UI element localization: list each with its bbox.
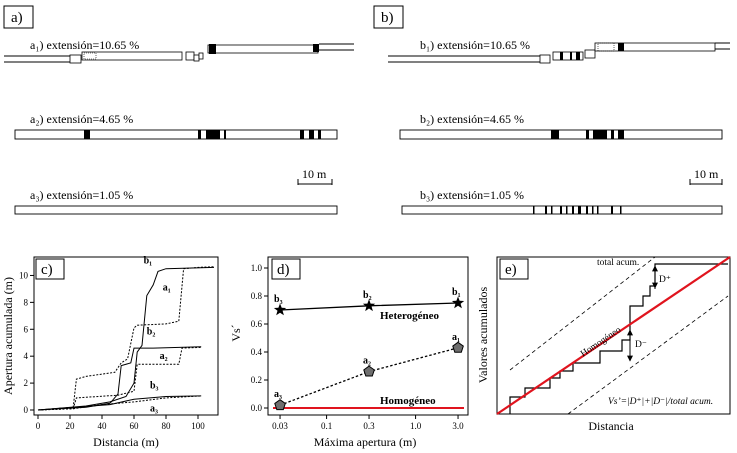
panel-c-xtick-label: 40	[98, 421, 108, 431]
panel-d-xtick-label: 1.0	[410, 421, 422, 431]
panel-d-ytick-label: 0.6	[251, 319, 263, 329]
panel-c-xtick-label: 80	[162, 421, 172, 431]
fracture-strip-a3	[14, 205, 338, 215]
panel-e-homogeneous-line	[496, 256, 731, 415]
panel-c-ytick-label: 2	[24, 378, 29, 388]
fracture-strip-a1	[4, 43, 354, 64]
panel-d-star-marker	[273, 303, 287, 316]
panel-c-label: c)	[41, 262, 53, 278]
panel-b-caption-2: b₂) extensión=4.65 %	[420, 112, 524, 126]
panel-d-ylabel: Vs´	[229, 324, 243, 341]
panel-e-xlabel: Distancia	[588, 419, 634, 433]
fracture-strip-b1	[388, 42, 730, 64]
panel-c-series	[37, 266, 215, 411]
panel-d-point-label: a₂	[363, 356, 371, 367]
panel-c-series-a2	[37, 346, 202, 411]
panel-c-series-labels: b₁ a₁ b₂ a₂ b₃ a₃	[144, 255, 171, 414]
panel-c-frame	[33, 256, 219, 416]
panel-c-label-a3: a₃	[150, 403, 158, 414]
panel-e-total-label: total acum.	[597, 258, 639, 268]
panel-c-xtick-label: 20	[66, 421, 76, 431]
panel-b: b) b₁) extensión=10.65 % b₂) extensión=4…	[373, 5, 730, 215]
panel-b-caption-1: b₁) extensión=10.65 %	[420, 38, 530, 52]
panel-d-frame	[267, 256, 469, 416]
panel-a-caption-1: a₁) extensión=10.65 %	[30, 38, 139, 52]
panel-d-xlabel: Máxima apertura (m)	[314, 435, 417, 449]
scale-bar-a-label: 10 m	[302, 167, 327, 181]
panel-d-pentagon-marker	[274, 399, 286, 411]
panel-d-xtick-label: 0.03	[272, 421, 288, 431]
panel-c-xlabel: Distancia (m)	[93, 435, 159, 449]
panel-e-dminus-label: D⁻	[635, 340, 647, 350]
panel-e-formula: Vs’=|D⁺|+|D⁻|/total acum.	[608, 397, 713, 407]
panel-d-point-label: a₃	[274, 389, 282, 400]
panel-d-point-label: b₂	[363, 290, 372, 301]
scale-bar-b-label: 10 m	[694, 167, 719, 181]
panel-b-label-box	[373, 5, 404, 29]
panel-c-ytick-label: 10	[19, 270, 29, 280]
panel-b-caption-3: b₃) extensión=1.05 %	[420, 188, 524, 202]
panel-d-point-label: b₁	[452, 287, 461, 298]
fracture-strip-b3	[401, 205, 723, 215]
panel-b-label: b)	[381, 10, 394, 26]
panel-d-ticks: 0.03 0.1 0.3 1.0 3.0 0.0 0.2 0.4 0.6 0.8 1.0	[251, 263, 464, 431]
panel-d-star-marker	[362, 299, 376, 312]
panel-d-point-label: b₃	[274, 294, 283, 305]
panel-d-pentagon-marker	[452, 341, 464, 353]
panel-a-label-box	[3, 5, 34, 29]
panel-e-upper-bound-line	[509, 256, 656, 371]
panel-c-ytick-label: 0	[24, 405, 29, 415]
panel-c-xtick-label: 100	[191, 421, 205, 431]
panel-d-heterogeneo-label: Heterogéneo	[380, 310, 440, 322]
panel-c-series-b3	[37, 395, 202, 411]
panel-d-label: d)	[277, 262, 290, 278]
panel-c-label-a1: a₁	[163, 282, 171, 293]
panel-d-ytick-label: 0.0	[251, 403, 263, 413]
panel-e-diagram: e) Distancia Valores acumulados total ac…	[476, 256, 731, 433]
panel-c-series-a3	[37, 395, 202, 411]
panel-d-pentagon-marker	[363, 365, 375, 377]
fracture-strip-a2	[14, 129, 338, 140]
fracture-strip-b2	[399, 129, 723, 140]
panel-a-caption-2: a₂) extensión=4.65 %	[30, 112, 133, 126]
panel-c-ytick-label: 6	[24, 324, 29, 334]
panel-d-star-marker	[451, 296, 465, 309]
panel-d-ytick-label: 0.2	[251, 375, 262, 385]
panel-d-homogeneo-label: Homogéneo	[380, 395, 436, 407]
panel-c-series-a1	[37, 266, 215, 411]
panel-c-ytick-label: 8	[24, 297, 29, 307]
panel-c-label-b2: b₂	[147, 327, 156, 338]
panel-c-ytick-label: 4	[24, 351, 29, 361]
panel-a-caption-3: a₃) extensión=1.05 %	[30, 188, 133, 202]
panel-c-series-b1	[37, 266, 215, 411]
panel-c-ticks: 0 20 40 60 80 100 0 2 4 6 8 10	[19, 270, 205, 431]
panel-a: a) a₁) extensión=10.65 % a₂) extensión=4…	[3, 5, 354, 215]
panel-d-chart: d) Máxima apertura (m) Vs´ 0.03 0.1 0.3 1.0…	[229, 256, 469, 449]
panel-d-series: b₃ b₂ b₁ a₃ a₂ a₁	[273, 287, 465, 411]
panel-c-xtick-label: 60	[130, 421, 140, 431]
panel-c-label-a2: a₂	[160, 351, 168, 362]
panel-d-label-box	[271, 258, 301, 280]
panel-c-chart: c) Distancia (m) Apertura acumulada (m) …	[1, 255, 219, 449]
panel-d-xtick-label: 0.1	[321, 421, 332, 431]
panel-d-xtick-label: 3.0	[452, 421, 464, 431]
panel-d-xtick-label: 0.3	[363, 421, 375, 431]
panel-d-ytick-label: 0.4	[251, 347, 263, 357]
panel-e-lower-bound-line	[567, 295, 729, 415]
panel-d-ytick-label: 1.0	[251, 263, 263, 273]
panel-e-cumulative-step-line	[509, 263, 728, 414]
panel-c-label-box	[35, 258, 65, 280]
panel-c-xtick-label: 0	[36, 421, 41, 431]
panel-a-label: a)	[11, 10, 23, 26]
panel-d-ytick-label: 0.8	[251, 291, 263, 301]
panel-c-ylabel: Apertura acumulada (m)	[1, 277, 15, 395]
panel-e-label: e)	[505, 262, 517, 278]
panel-e-ylabel: Valores acumulados	[476, 287, 490, 384]
panel-d-point-label: a₁	[452, 332, 460, 343]
panel-c-label-b1: b₁	[144, 255, 153, 266]
panel-e-label-box	[499, 258, 529, 280]
panel-e-dplus-label: D⁺	[659, 275, 671, 285]
panel-c-label-b3: b₃	[150, 380, 159, 391]
